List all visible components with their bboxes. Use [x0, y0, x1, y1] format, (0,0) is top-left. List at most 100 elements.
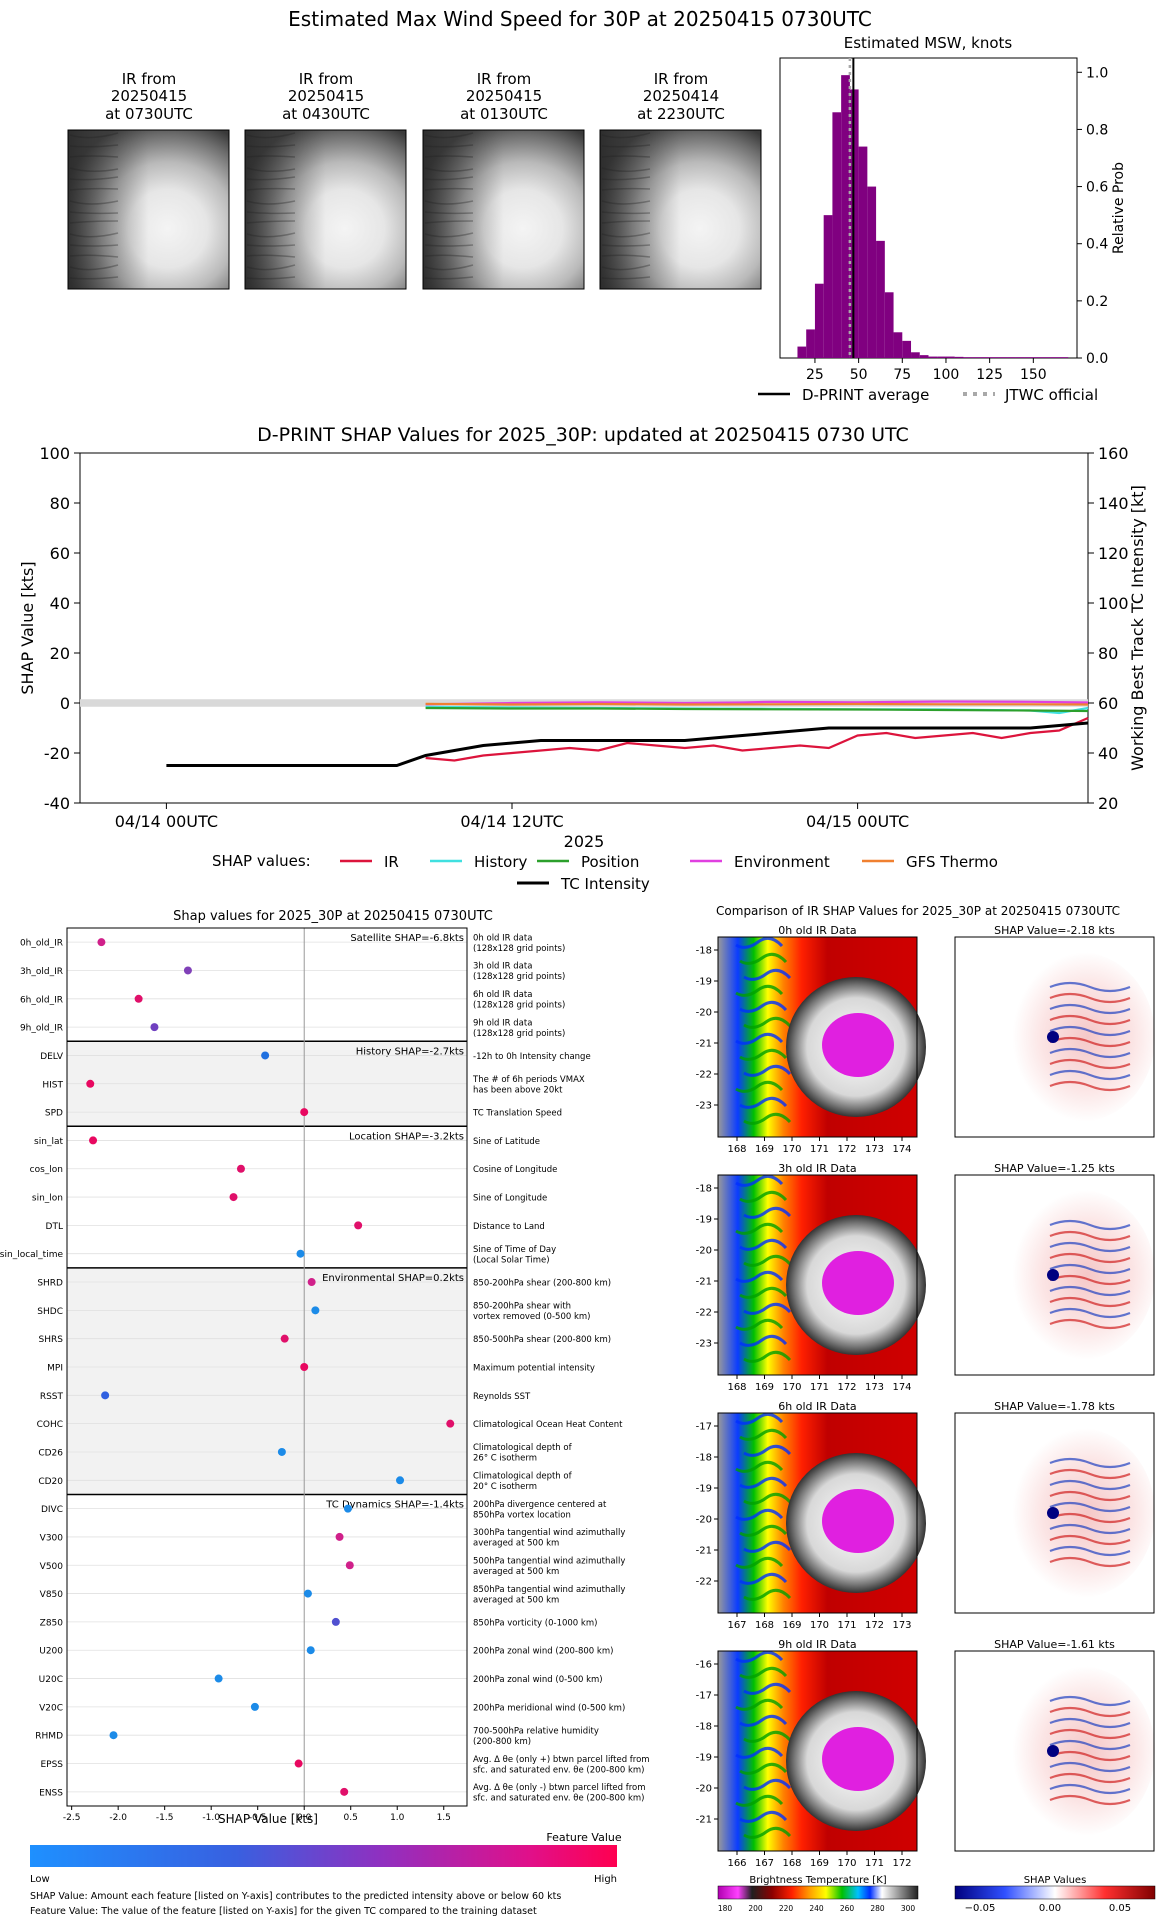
ts-legend-title: SHAP values:: [212, 852, 311, 870]
feat-row-desc: 850-500hPa shear (200-800 km): [473, 1335, 611, 1345]
ir-thumb-streak: [601, 254, 651, 258]
ir-thumb-streak: [601, 244, 651, 247]
cmp-ir-band: [739, 1334, 788, 1347]
msw-ytick-label: 0.4: [1086, 237, 1108, 253]
feat-xtick-label: -2.0: [109, 1813, 127, 1823]
feat-xtick-label: -1.0: [202, 1813, 220, 1823]
feat-row-desc: (128x128 grid points): [473, 944, 565, 954]
cmp-shap-title: SHAP Value=-1.61 kts: [994, 1638, 1115, 1651]
feat-row-desc: sfc. and saturated env. θe (200-800 km): [473, 1765, 645, 1775]
cmp-shap-title: SHAP Value=-1.78 kts: [994, 1400, 1115, 1413]
feat-row-name: DTL: [46, 1222, 63, 1232]
feat-row-name: ENSS: [39, 1788, 63, 1798]
ts-y2tick-label: 120: [1098, 544, 1129, 563]
feat-row-name: DELV: [40, 1052, 64, 1062]
feat-point: [183, 966, 192, 975]
feat-row-desc: 9h old IR data: [473, 1018, 532, 1028]
msw-bar: [823, 215, 833, 358]
feat-group-label: Location SHAP=-3.2kts: [349, 1131, 464, 1142]
ir-thumb-streak: [601, 176, 651, 181]
ir-thumb-streak: [601, 264, 651, 271]
ir-thumb-shade: [600, 130, 761, 289]
feat-xtick-label: 1.5: [437, 1813, 451, 1823]
cmp-ir-band: [735, 1080, 784, 1093]
msw-ytick-label: 0.8: [1086, 122, 1108, 138]
feature-colorbar-title: Feature Value: [546, 1831, 622, 1844]
feat-row-desc: The # of 6h periods VMAX: [472, 1075, 585, 1085]
cmp-shap-stripe: [1049, 1296, 1131, 1308]
msw-xtick-label: 50: [850, 367, 868, 383]
cmp-ir-band: [739, 1572, 788, 1585]
feat-group-label: TC Dynamics SHAP=-1.4kts: [325, 1499, 464, 1510]
bt-colorbar-tick: 260: [840, 1904, 855, 1913]
ts-legend-label: Position: [581, 853, 639, 871]
feat-row-name: EPSS: [40, 1760, 63, 1770]
ir-thumb-streak: [601, 232, 651, 238]
cmp-lon-tick-label: 171: [810, 1382, 829, 1393]
ir-thumb-streak: [424, 232, 474, 238]
feat-row-name: sin_local_time: [0, 1250, 63, 1260]
cmp-ir-band: [735, 1556, 784, 1569]
feat-xtick-label: 1.0: [390, 1813, 405, 1823]
cmp-ir-band: [743, 1826, 792, 1839]
msw-bar: [797, 346, 807, 358]
ir-thumb-line3: at 0130UTC: [460, 105, 548, 123]
cmp-shap-stripe: [1049, 1263, 1131, 1275]
cmp-ir-band: [735, 1174, 784, 1187]
cmp-ir-band: [743, 1254, 792, 1267]
ts-y2label: Working Best Track TC Intensity [kt]: [1128, 485, 1147, 771]
cmp-lon-tick-label: 169: [810, 1858, 829, 1869]
feat-point: [343, 1504, 352, 1513]
cmp-lon-tick-label: 170: [782, 1144, 801, 1155]
cmp-ir-band: [743, 1016, 792, 1029]
feat-row-desc: Cosine of Longitude: [473, 1165, 557, 1175]
ts-series-line-ir: [425, 716, 1089, 762]
feature-shap-panel: Shap values for 2025_30P at 20250415 073…: [0, 909, 650, 1917]
cmp-ir-band: [743, 968, 792, 981]
msw-bar: [814, 283, 824, 358]
ts-y2tick-label: 60: [1098, 694, 1118, 713]
bt-colorbar-title: Brightness Temperature [K]: [749, 1875, 886, 1886]
cmp-lat-tick-label: -21: [696, 1815, 712, 1826]
feat-row-desc: 850hPa vortex location: [473, 1510, 571, 1520]
feat-row-name: RSST: [40, 1392, 64, 1402]
feat-row-desc: sfc. and saturated env. θe (200-800 km): [473, 1794, 645, 1804]
cmp-ir-band: [739, 1666, 788, 1679]
cmp-ir-frame: [717, 1174, 918, 1376]
msw-bar: [902, 340, 912, 358]
cmp-shap-center: [1047, 1507, 1059, 1519]
feat-row-desc: 500hPa tangential wind azimuthally: [473, 1557, 625, 1567]
feat-row-name: V850: [40, 1590, 64, 1600]
feat-row-name: U200: [39, 1647, 63, 1657]
msw-title: Estimated MSW, knots: [844, 34, 1013, 52]
ts-xtick-label: 04/15 00UTC: [806, 812, 909, 831]
feat-group-band: [67, 928, 467, 1042]
msw-bar: [876, 240, 885, 358]
msw-bar: [954, 356, 964, 358]
feat-row-desc: Distance to Land: [473, 1222, 545, 1232]
feat-point: [331, 1617, 340, 1626]
cmp-ir-band: [743, 1206, 792, 1219]
cmp-shap-stripe: [1049, 1512, 1131, 1524]
feat-row-desc: averaged at 500 km: [473, 1539, 559, 1549]
shap-colorbar-tick: −0.05: [965, 1903, 996, 1914]
cmp-shap-stripe: [1049, 1219, 1131, 1231]
ts-legend-label: Environment: [734, 853, 830, 871]
ts-y2tick-label: 100: [1098, 594, 1129, 613]
msw-legend-dprint: D-PRINT average: [802, 386, 929, 404]
feat-row-name: HIST: [42, 1080, 63, 1090]
cmp-lon-tick-label: 168: [727, 1382, 746, 1393]
cmp-lat-tick-label: -20: [696, 1515, 712, 1526]
ir-thumb-shade: [68, 130, 229, 289]
cmp-shap-center: [1047, 1269, 1059, 1281]
cmp-ir-band: [743, 1730, 792, 1743]
ir-thumb-streak: [69, 167, 119, 172]
cmp-shap-stripe: [1049, 1307, 1131, 1319]
cmp-lon-tick-label: 169: [782, 1620, 801, 1631]
cmp-ir-band: [743, 1492, 792, 1505]
ir-thumb-streak: [246, 200, 296, 205]
cmp-lon-tick-label: 174: [892, 1382, 911, 1393]
feat-xtick-label: 0.0: [297, 1813, 312, 1823]
ir-thumb-streak: [246, 176, 296, 181]
